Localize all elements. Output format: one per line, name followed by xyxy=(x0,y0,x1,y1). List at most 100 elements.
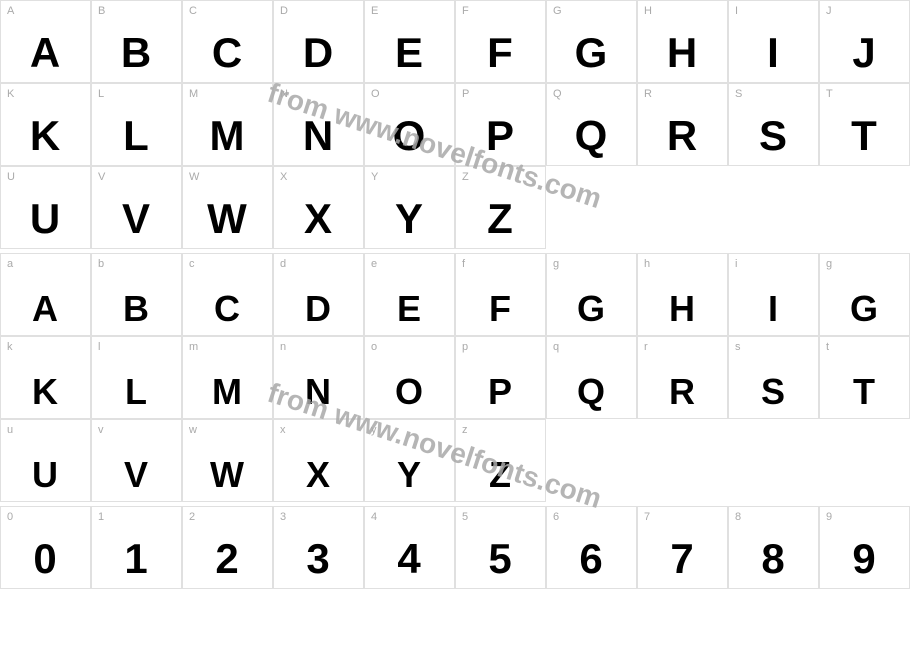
glyph-label: S xyxy=(735,88,742,100)
glyph-cell[interactable]: bB xyxy=(91,253,182,336)
glyph-cell[interactable]: QQ xyxy=(546,83,637,166)
glyph-cell[interactable]: wW xyxy=(182,419,273,502)
glyph: P xyxy=(488,374,513,410)
glyph-cell[interactable]: 99 xyxy=(819,506,910,589)
glyph-cell[interactable]: tT xyxy=(819,336,910,419)
glyph-cell[interactable]: oO xyxy=(364,336,455,419)
glyph-cell[interactable]: 88 xyxy=(728,506,819,589)
glyph-cell[interactable]: XX xyxy=(273,166,364,249)
glyph-label: i xyxy=(735,258,737,270)
glyph-label: y xyxy=(371,424,377,436)
glyph-cell[interactable]: KK xyxy=(0,83,91,166)
glyph-cell[interactable]: BB xyxy=(91,0,182,83)
glyph-cell[interactable]: vV xyxy=(91,419,182,502)
glyph-cell[interactable]: YY xyxy=(364,166,455,249)
glyph-cell[interactable]: VV xyxy=(91,166,182,249)
glyph: R xyxy=(667,115,698,157)
glyph: 7 xyxy=(670,538,694,580)
glyph-cell[interactable]: DD xyxy=(273,0,364,83)
glyph-cell[interactable]: 11 xyxy=(91,506,182,589)
glyph: U xyxy=(32,457,59,493)
glyph-cell[interactable]: uU xyxy=(0,419,91,502)
glyph-cell[interactable]: 22 xyxy=(182,506,273,589)
glyph-label: n xyxy=(280,341,286,353)
glyph-cell[interactable]: sS xyxy=(728,336,819,419)
empty-cell xyxy=(637,166,728,249)
glyph-cell[interactable]: 66 xyxy=(546,506,637,589)
character-map-grid: AABBCCDDEEFFGGHHIIJJKKLLMMNNOOPPQQRRSSTT… xyxy=(0,0,910,589)
glyph-cell[interactable]: PP xyxy=(455,83,546,166)
glyph: E xyxy=(397,291,422,327)
glyph-cell[interactable]: iI xyxy=(728,253,819,336)
glyph-cell[interactable]: qQ xyxy=(546,336,637,419)
glyph-cell[interactable]: eE xyxy=(364,253,455,336)
glyph-cell[interactable]: zZ xyxy=(455,419,546,502)
glyph-cell[interactable]: II xyxy=(728,0,819,83)
glyph-cell[interactable]: ZZ xyxy=(455,166,546,249)
glyph-cell[interactable]: GG xyxy=(546,0,637,83)
glyph-cell[interactable]: cC xyxy=(182,253,273,336)
glyph-cell[interactable]: kK xyxy=(0,336,91,419)
glyph-cell[interactable]: lL xyxy=(91,336,182,419)
glyph: W xyxy=(210,457,245,493)
glyph-cell[interactable]: EE xyxy=(364,0,455,83)
empty-cell xyxy=(546,166,637,249)
glyph-label: T xyxy=(826,88,833,100)
glyph-label: P xyxy=(462,88,469,100)
glyph-label: U xyxy=(7,171,15,183)
glyph-cell[interactable]: mM xyxy=(182,336,273,419)
glyph-cell[interactable]: CC xyxy=(182,0,273,83)
glyph-cell[interactable]: hH xyxy=(637,253,728,336)
glyph-label: L xyxy=(98,88,104,100)
glyph-cell[interactable]: yY xyxy=(364,419,455,502)
glyph: Z xyxy=(487,198,514,240)
glyph-cell[interactable]: 44 xyxy=(364,506,455,589)
glyph: 6 xyxy=(579,538,603,580)
glyph-label: 0 xyxy=(7,511,13,523)
glyph-cell[interactable]: LL xyxy=(91,83,182,166)
glyph-cell[interactable]: HH xyxy=(637,0,728,83)
glyph-cell[interactable]: SS xyxy=(728,83,819,166)
glyph: H xyxy=(667,32,698,74)
glyph-cell[interactable]: aA xyxy=(0,253,91,336)
glyph-cell[interactable]: JJ xyxy=(819,0,910,83)
glyph-cell[interactable]: gG xyxy=(819,253,910,336)
glyph-cell[interactable]: NN xyxy=(273,83,364,166)
glyph-cell[interactable]: WW xyxy=(182,166,273,249)
glyph-label: F xyxy=(462,5,469,17)
glyph-label: C xyxy=(189,5,197,17)
glyph-cell[interactable]: 77 xyxy=(637,506,728,589)
glyph-label: I xyxy=(735,5,738,17)
glyph: 4 xyxy=(397,538,421,580)
glyph: G xyxy=(575,32,609,74)
glyph-cell[interactable]: gG xyxy=(546,253,637,336)
glyph: L xyxy=(125,374,148,410)
glyph: M xyxy=(210,115,246,157)
glyph: S xyxy=(759,115,788,157)
glyph-cell[interactable]: RR xyxy=(637,83,728,166)
glyph-cell[interactable]: rR xyxy=(637,336,728,419)
glyph: Y xyxy=(395,198,424,240)
glyph-cell[interactable]: UU xyxy=(0,166,91,249)
glyph-label: t xyxy=(826,341,829,353)
glyph-cell[interactable]: 00 xyxy=(0,506,91,589)
glyph-cell[interactable]: 33 xyxy=(273,506,364,589)
glyph-cell[interactable]: xX xyxy=(273,419,364,502)
glyph-cell[interactable]: pP xyxy=(455,336,546,419)
glyph-cell[interactable]: FF xyxy=(455,0,546,83)
glyph: I xyxy=(768,291,779,327)
glyph: Q xyxy=(577,374,606,410)
glyph-label: r xyxy=(644,341,648,353)
glyph-label: Y xyxy=(371,171,378,183)
glyph-cell[interactable]: TT xyxy=(819,83,910,166)
glyph-cell[interactable]: OO xyxy=(364,83,455,166)
glyph-cell[interactable]: MM xyxy=(182,83,273,166)
glyph-cell[interactable]: 55 xyxy=(455,506,546,589)
glyph-cell[interactable]: nN xyxy=(273,336,364,419)
glyph: W xyxy=(207,198,248,240)
glyph-cell[interactable]: AA xyxy=(0,0,91,83)
glyph-cell[interactable]: fF xyxy=(455,253,546,336)
glyph-cell[interactable]: dD xyxy=(273,253,364,336)
glyph-label: f xyxy=(462,258,465,270)
glyph-label: 9 xyxy=(826,511,832,523)
